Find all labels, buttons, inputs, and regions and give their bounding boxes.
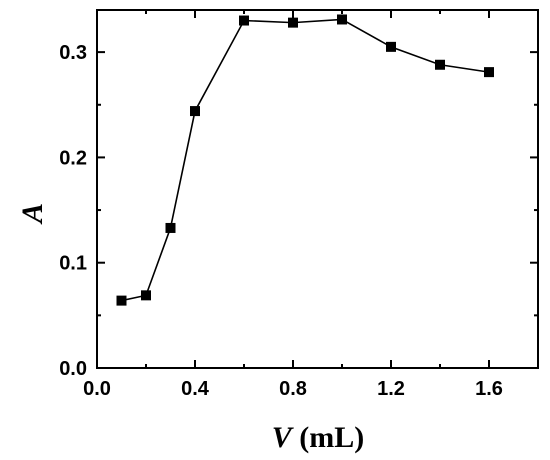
x-tick-label: 0.4 [181, 378, 210, 400]
plot-frame [96, 9, 539, 369]
data-point [386, 41, 396, 52]
data-point [288, 17, 298, 28]
series-layer [116, 14, 494, 306]
y-axis-label: A [16, 203, 49, 225]
x-axis-label-unit: (mL) [292, 421, 364, 454]
data-point [239, 15, 249, 26]
y-tick-label: 0.3 [59, 42, 87, 64]
x-axis-label-var: V [272, 421, 295, 454]
plot-border [96, 9, 539, 369]
x-tick-label: 1.2 [377, 378, 405, 400]
data-point [484, 67, 494, 78]
data-point [435, 59, 445, 70]
series-line [121, 18, 490, 302]
y-tick-label: 0.2 [59, 147, 87, 169]
y-tick-label: 0.0 [59, 358, 87, 380]
x-tick-label: 1.6 [475, 378, 503, 400]
data-point [337, 14, 347, 25]
x-axis: 0.0 0.4 0.8 1.2 1.6 [83, 10, 503, 400]
y-axis: 0.0 0.1 0.2 0.3 [59, 42, 538, 380]
data-point [116, 295, 127, 306]
data-point [141, 290, 151, 301]
data-point [190, 106, 200, 117]
x-tick-label: 0.0 [83, 378, 111, 400]
x-tick-label: 0.8 [279, 378, 307, 400]
data-point [165, 222, 176, 233]
y-tick-label: 0.1 [59, 253, 87, 275]
x-axis-label: V (mL) [272, 421, 365, 454]
